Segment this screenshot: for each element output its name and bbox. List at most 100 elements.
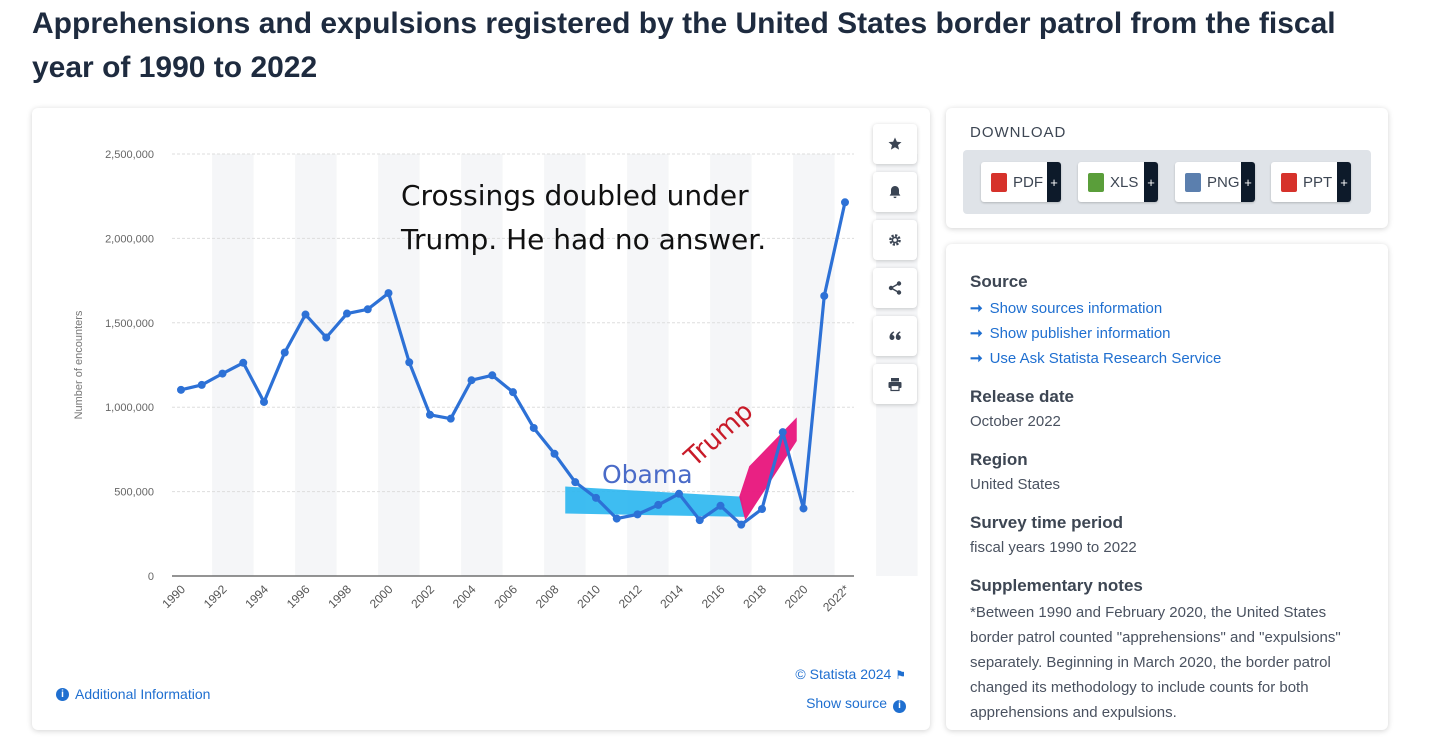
- plus-icon: +: [1337, 162, 1351, 202]
- data-point: [280, 348, 289, 357]
- y-tick-label: 1,000,000: [105, 402, 154, 414]
- gear-icon: [889, 234, 901, 246]
- data-point: [446, 414, 455, 423]
- data-point: [529, 423, 538, 432]
- y-axis-label: Number of encounters: [73, 310, 85, 419]
- region-heading: Region: [970, 450, 1028, 469]
- x-tick-label: 1994: [242, 582, 271, 611]
- y-tick-label: 2,000,000: [105, 233, 154, 245]
- download-xls-label: XLS: [1110, 173, 1139, 191]
- x-tick-label: 2014: [657, 582, 686, 611]
- data-point: [695, 516, 704, 525]
- survey-period-heading: Survey time period: [970, 513, 1124, 532]
- release-date-value: October 2022: [970, 413, 1061, 430]
- data-point: [363, 305, 372, 314]
- data-point: [322, 333, 331, 342]
- download-png-button[interactable]: PNG +: [1175, 162, 1255, 202]
- data-point: [612, 514, 621, 523]
- download-png-label: PNG: [1207, 173, 1240, 191]
- headline-annotation: Crossings doubled under Trump. He had no…: [401, 174, 766, 262]
- data-point: [488, 371, 497, 380]
- data-point: [675, 489, 683, 498]
- x-tick-label: 2000: [367, 582, 396, 611]
- show-publisher-link[interactable]: ➞ Show publisher information: [970, 321, 1360, 346]
- notification-button[interactable]: [873, 172, 917, 212]
- download-bar: PDF + XLS + PNG + PPT +: [963, 150, 1371, 214]
- additional-information-label: Additional Information: [75, 686, 211, 702]
- data-point: [260, 397, 268, 406]
- arrow-right-icon: ➞: [970, 350, 983, 367]
- copyright-link[interactable]: © Statista 2024 ⚑: [795, 660, 906, 689]
- x-tick-label: 2012: [616, 582, 645, 611]
- print-button[interactable]: [873, 364, 917, 404]
- statistic-info-card: Source ➞ Show sources information ➞ Show p…: [946, 244, 1388, 730]
- source-links: ➞ Show sources information ➞ Show publishe…: [970, 296, 1360, 371]
- data-point: [758, 504, 766, 513]
- data-point: [716, 501, 725, 510]
- share-button[interactable]: [873, 268, 917, 308]
- additional-information-link[interactable]: i Additional Information: [56, 686, 210, 702]
- background-band: [378, 154, 420, 576]
- quote-icon: [889, 331, 901, 340]
- info-icon: i: [56, 687, 69, 701]
- x-tick-label: 2018: [740, 582, 769, 611]
- x-tick-label: 1990: [159, 582, 188, 611]
- headline-line-2: Trump. He had no answer.: [401, 223, 767, 256]
- data-point: [239, 358, 248, 367]
- x-tick-label: 2010: [574, 582, 603, 611]
- data-point: [550, 449, 559, 458]
- data-point: [343, 309, 351, 318]
- plus-icon: +: [1144, 162, 1158, 202]
- bell-icon: [889, 186, 901, 199]
- x-tick-label: 1992: [201, 582, 230, 611]
- data-point: [218, 369, 227, 378]
- background-band: [295, 154, 337, 576]
- download-pdf-button[interactable]: PDF +: [981, 162, 1061, 202]
- background-band: [461, 154, 503, 576]
- x-tick-label: 2016: [699, 582, 728, 611]
- data-point: [799, 504, 808, 513]
- show-source-link[interactable]: Show source i: [795, 689, 906, 717]
- settings-button[interactable]: [873, 220, 917, 260]
- data-point: [778, 428, 787, 437]
- pdf-file-icon: [991, 172, 1007, 192]
- data-point: [571, 478, 580, 487]
- x-tick-label: 2008: [533, 582, 562, 611]
- obama-annotation-label: Obama: [602, 460, 693, 489]
- favorite-button[interactable]: [873, 124, 917, 164]
- data-point: [177, 385, 185, 394]
- ppt-file-icon: [1281, 172, 1297, 192]
- y-tick-label: 500,000: [114, 487, 154, 499]
- data-point: [426, 410, 434, 419]
- trump-highlight: [739, 417, 797, 521]
- ask-statista-link[interactable]: ➞ Use Ask Statista Research Service: [970, 346, 1360, 371]
- background-band: [793, 154, 835, 576]
- download-ppt-label: PPT: [1303, 173, 1333, 191]
- x-tick-label: 2020: [782, 582, 811, 611]
- x-tick-label: 2004: [450, 582, 479, 611]
- flag-icon: ⚑: [895, 668, 906, 682]
- supplementary-notes-heading: Supplementary notes: [970, 576, 1143, 595]
- ask-statista-label: Use Ask Statista Research Service: [989, 350, 1222, 367]
- show-source-label: Show source: [806, 695, 887, 711]
- data-point: [592, 493, 600, 502]
- download-ppt-button[interactable]: PPT +: [1271, 162, 1351, 202]
- x-tick-label: 2022*: [820, 582, 852, 614]
- plus-icon: +: [1047, 162, 1061, 202]
- download-title: DOWNLOAD: [970, 124, 1067, 141]
- y-tick-label: 1,500,000: [105, 318, 154, 330]
- x-tick-label: 2006: [491, 582, 520, 611]
- show-sources-label: Show sources information: [989, 300, 1163, 317]
- arrow-right-icon: ➞: [970, 325, 983, 342]
- data-point: [467, 376, 476, 385]
- download-xls-button[interactable]: XLS +: [1078, 162, 1158, 202]
- data-point: [197, 380, 206, 389]
- x-tick-label: 2002: [408, 582, 437, 611]
- share-icon: [888, 281, 902, 295]
- chart-footer-right: © Statista 2024 ⚑ Show source i: [795, 660, 906, 717]
- region-value: United States: [970, 476, 1061, 493]
- data-point: [841, 198, 849, 207]
- show-sources-link[interactable]: ➞ Show sources information: [970, 296, 1360, 321]
- x-tick-label: 1996: [284, 582, 313, 611]
- cite-button[interactable]: [873, 316, 917, 356]
